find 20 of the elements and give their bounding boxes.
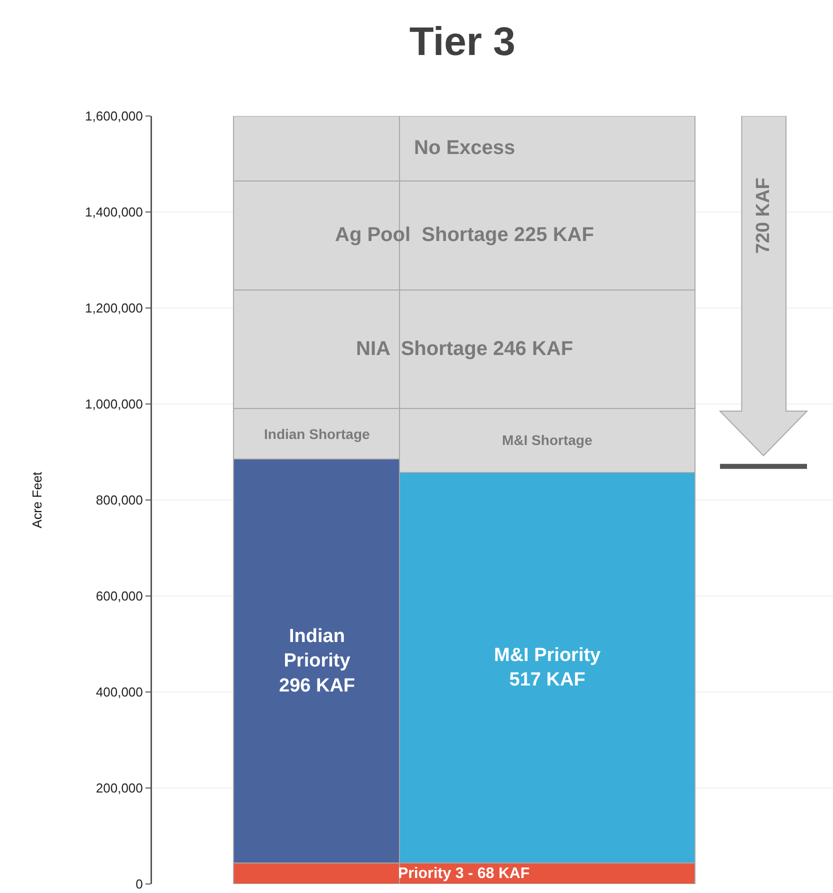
y-tick-label: 600,000 — [96, 588, 143, 604]
y-tick-label: 800,000 — [96, 492, 143, 508]
y-tick-label: 400,000 — [96, 684, 143, 700]
annotation: 720 KAF — [753, 178, 774, 254]
series-label: Ag Pool Shortage 225 KAF — [335, 224, 594, 246]
series-label: Indian Shortage — [264, 426, 370, 442]
series-label: No Excess — [414, 137, 516, 159]
chart-title: Tier 3 — [409, 20, 516, 64]
y-tick-label: 1,200,000 — [85, 300, 143, 316]
y-tick-label: 0 — [136, 876, 143, 892]
series-label: Indian Priority 296 KAF — [279, 626, 356, 696]
y-axis-title: Acre Feet — [29, 471, 44, 528]
y-tick-label: 1,000,000 — [85, 396, 143, 412]
series-label: M&I Shortage — [502, 432, 592, 448]
y-tick-label: 1,600,000 — [85, 108, 143, 124]
series-label: NIA Shortage 246 KAF — [356, 338, 574, 360]
y-tick-label: 200,000 — [96, 780, 143, 796]
series-label: M&I Priority 517 KAF — [494, 645, 602, 691]
y-tick-label: 1,400,000 — [85, 204, 143, 220]
series-label: Priority 3 - 68 KAF — [398, 865, 530, 882]
